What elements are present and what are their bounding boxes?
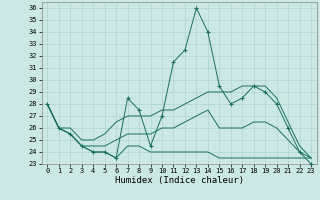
X-axis label: Humidex (Indice chaleur): Humidex (Indice chaleur) — [115, 176, 244, 185]
